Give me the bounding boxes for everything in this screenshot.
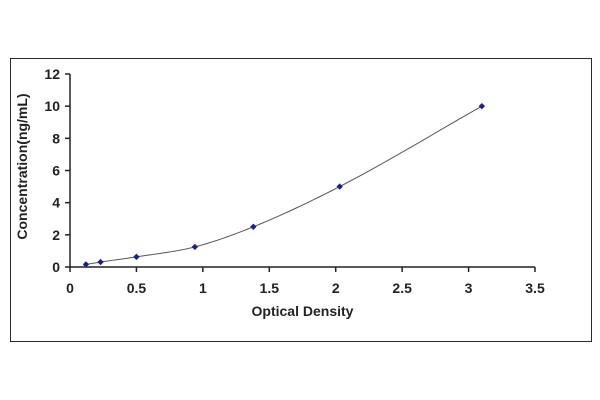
y-tick-label: 8 — [52, 130, 60, 146]
axes — [69, 74, 535, 268]
x-tick-label: 2 — [332, 280, 340, 296]
chart-frame — [10, 58, 592, 342]
y-tick-label: 12 — [44, 66, 60, 82]
x-tick-label: 1 — [199, 280, 207, 296]
y-tick-label: 0 — [52, 259, 60, 275]
data-point — [250, 223, 257, 230]
x-tick-label: 3.5 — [525, 280, 545, 296]
x-tick-label: 1.5 — [260, 280, 280, 296]
y-tick-label: 10 — [44, 98, 60, 114]
y-axis-title: Concentration(ng/mL) — [14, 93, 30, 239]
data-point — [97, 258, 104, 266]
fitted-curve — [85, 105, 483, 265]
curve-layer — [85, 105, 483, 265]
x-tick-label: 0.5 — [127, 280, 147, 296]
y-tick-label: 2 — [52, 227, 60, 243]
x-axis-title: Optical Density — [252, 303, 354, 319]
data-points — [82, 102, 486, 268]
ticks: 0 0.5 1 1.5 2 2.5 3 3.5 0 2 4 6 8 10 12 — [44, 66, 545, 296]
data-point — [82, 261, 90, 268]
data-point — [133, 253, 140, 261]
y-tick-label: 4 — [52, 195, 60, 211]
y-tick-label: 6 — [52, 163, 60, 179]
x-tick-label: 2.5 — [392, 280, 412, 296]
data-point — [191, 243, 199, 251]
data-point — [336, 183, 343, 190]
data-point — [478, 102, 486, 110]
x-tick-label: 0 — [66, 280, 74, 296]
x-tick-label: 3 — [465, 280, 473, 296]
